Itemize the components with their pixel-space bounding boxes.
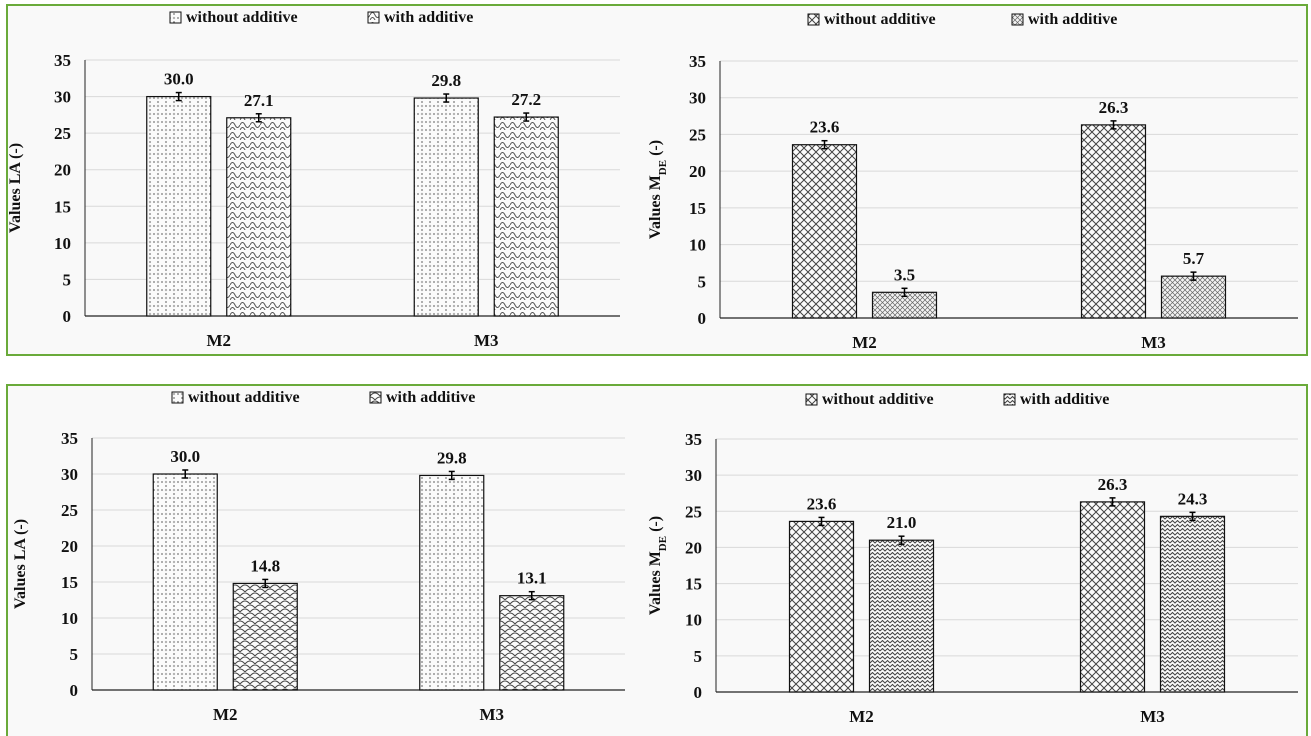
bar-without-additive bbox=[1079, 501, 1146, 693]
legend-label: without additive bbox=[822, 391, 934, 408]
y-tick-label: 30 bbox=[61, 465, 78, 484]
bar-without-additive bbox=[152, 473, 218, 691]
y-tick-label: 20 bbox=[54, 161, 71, 180]
chart-4: 0 5 10 15 20 25 30 35 Values MDE (-) M2 23.6 21.0 M3… bbox=[647, 391, 1298, 726]
y-tick-label: 35 bbox=[685, 430, 702, 449]
category-label: M3 bbox=[1140, 707, 1165, 726]
category-label: M3 bbox=[1141, 333, 1166, 352]
category-label: M2 bbox=[206, 331, 231, 350]
y-tick-label: 25 bbox=[54, 124, 71, 143]
bar-with-additive bbox=[232, 582, 298, 691]
y-tick-label: 5 bbox=[70, 645, 79, 664]
chart-2: 0 5 10 15 20 25 30 35 Values MDE (-) M2 23.6 3.5 M3 2… bbox=[647, 11, 1298, 352]
bar-with-additive bbox=[493, 116, 559, 317]
y-tick-label: 15 bbox=[689, 199, 706, 218]
bar-without-additive bbox=[788, 520, 855, 693]
y-tick-label: 30 bbox=[54, 88, 71, 107]
bar-without-additive bbox=[419, 474, 485, 691]
category-label: M3 bbox=[479, 705, 504, 724]
data-label: 26.3 bbox=[1099, 98, 1129, 117]
y-tick-label: 15 bbox=[61, 573, 78, 592]
legend-swatch bbox=[1003, 393, 1016, 406]
data-label: 3.5 bbox=[894, 265, 915, 284]
y-tick-label: 5 bbox=[63, 270, 72, 289]
y-axis-label: Values LA (-) bbox=[7, 143, 24, 233]
data-label: 26.3 bbox=[1098, 475, 1128, 494]
data-label: 29.8 bbox=[437, 448, 467, 467]
y-tick-label: 10 bbox=[685, 611, 702, 630]
y-tick-label: 35 bbox=[689, 52, 706, 71]
legend-swatch bbox=[169, 11, 182, 24]
category-label: M2 bbox=[213, 705, 238, 724]
category-label: M2 bbox=[849, 707, 874, 726]
y-tick-label: 5 bbox=[694, 647, 703, 666]
legend-swatch bbox=[171, 391, 184, 404]
legend-label: with additive bbox=[386, 389, 475, 406]
y-tick-label: 15 bbox=[685, 575, 702, 594]
legend-swatch bbox=[807, 13, 820, 26]
y-tick-label: 35 bbox=[54, 51, 71, 70]
y-tick-label: 20 bbox=[689, 162, 706, 181]
legend-label: without additive bbox=[186, 9, 298, 26]
y-axis-label: Values MDE (-) bbox=[647, 140, 669, 239]
bar-without-additive bbox=[791, 144, 858, 319]
data-label: 24.3 bbox=[1178, 489, 1208, 508]
category-label: M2 bbox=[852, 333, 877, 352]
data-label: 23.6 bbox=[807, 494, 837, 513]
y-tick-label: 25 bbox=[689, 125, 706, 144]
y-tick-label: 0 bbox=[70, 681, 79, 700]
y-tick-label: 25 bbox=[685, 502, 702, 521]
bar-with-additive bbox=[1160, 275, 1227, 319]
bar-with-additive bbox=[499, 595, 565, 691]
bar-with-additive bbox=[1159, 515, 1226, 693]
y-axis-label: Values MDE (-) bbox=[647, 516, 669, 615]
y-tick-label: 20 bbox=[61, 537, 78, 556]
data-label: 29.8 bbox=[431, 71, 461, 90]
data-label: 13.1 bbox=[517, 569, 547, 588]
y-tick-label: 20 bbox=[685, 538, 702, 557]
legend-swatch bbox=[805, 393, 818, 406]
bar-with-additive bbox=[226, 117, 292, 317]
chart-layer: 0 5 10 15 20 25 30 35 Values LA (-) M2 30.0 27.1 M3 2… bbox=[7, 9, 1298, 726]
chart-1: 0 5 10 15 20 25 30 35 Values LA (-) M2 30.0 27.1 M3 2… bbox=[7, 9, 620, 350]
category-label: M3 bbox=[474, 331, 499, 350]
y-tick-label: 0 bbox=[694, 683, 703, 702]
y-tick-label: 30 bbox=[685, 466, 702, 485]
legend-label: without additive bbox=[188, 389, 300, 406]
data-label: 21.0 bbox=[887, 513, 917, 532]
y-tick-label: 5 bbox=[698, 272, 707, 291]
data-label: 5.7 bbox=[1183, 249, 1205, 268]
y-tick-label: 0 bbox=[698, 309, 707, 328]
legend-swatch bbox=[369, 391, 382, 404]
data-label: 27.2 bbox=[511, 90, 541, 109]
data-label: 27.1 bbox=[244, 91, 274, 110]
y-tick-label: 10 bbox=[54, 234, 71, 253]
data-label: 14.8 bbox=[250, 556, 280, 575]
y-axis-label: Values LA (-) bbox=[12, 519, 29, 609]
legend-swatch bbox=[367, 11, 380, 24]
y-tick-label: 15 bbox=[54, 197, 71, 216]
bar-without-additive bbox=[146, 95, 212, 317]
y-tick-label: 10 bbox=[689, 236, 706, 255]
legend-label: with additive bbox=[1028, 11, 1117, 28]
legend-swatch bbox=[1011, 13, 1024, 26]
y-tick-label: 30 bbox=[689, 89, 706, 108]
bar-without-additive bbox=[413, 97, 479, 317]
y-tick-label: 35 bbox=[61, 429, 78, 448]
chart-3: 0 5 10 15 20 25 30 35 Values LA (-) M2 30.0 14.8 M3 2… bbox=[12, 389, 625, 724]
legend-label: with additive bbox=[1020, 391, 1109, 408]
legend-label: with additive bbox=[384, 9, 473, 26]
data-label: 23.6 bbox=[810, 118, 840, 137]
bar-without-additive bbox=[1080, 124, 1147, 319]
y-tick-label: 25 bbox=[61, 501, 78, 520]
y-tick-label: 10 bbox=[61, 609, 78, 628]
bar-with-additive bbox=[868, 539, 935, 693]
data-label: 30.0 bbox=[164, 70, 194, 89]
legend-label: without additive bbox=[824, 11, 936, 28]
y-tick-label: 0 bbox=[63, 307, 72, 326]
data-label: 30.0 bbox=[170, 447, 200, 466]
